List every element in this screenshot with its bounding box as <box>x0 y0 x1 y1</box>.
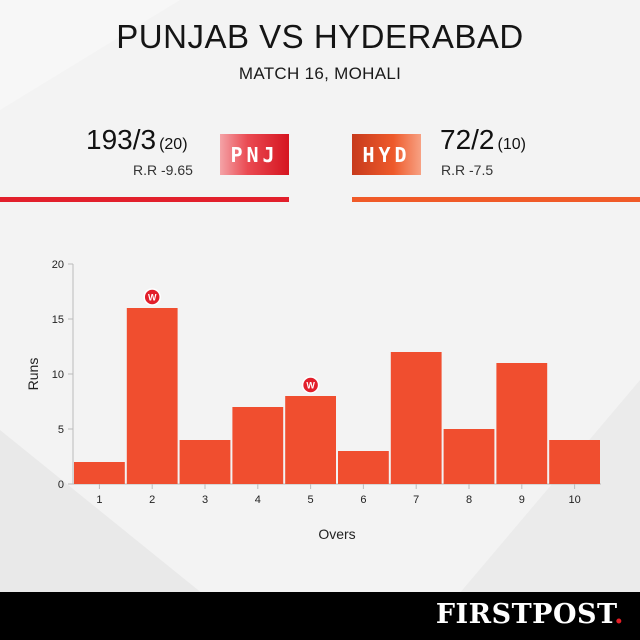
wicket-marker-label: W <box>306 381 315 391</box>
team1-runs: 193/3 <box>86 124 157 155</box>
logo-dot: . <box>614 599 624 630</box>
bar <box>443 429 495 484</box>
y-tick-label: 5 <box>58 424 64 436</box>
x-tick-label: 2 <box>149 494 155 506</box>
x-axis-label: Overs <box>318 526 355 542</box>
x-tick-label: 8 <box>466 494 472 506</box>
team2-badge: HYD <box>352 134 421 175</box>
x-tick-label: 6 <box>360 494 366 506</box>
bar <box>232 407 284 484</box>
team1-underline <box>0 197 289 202</box>
x-tick-label: 10 <box>568 494 580 506</box>
firstpost-logo: FIRSTPOST. <box>436 599 624 630</box>
team1-score: 193/3 (20) <box>86 124 188 156</box>
x-tick-label: 4 <box>255 494 261 506</box>
team2-run-rate: R.R -7.5 <box>441 162 494 178</box>
x-tick-label: 5 <box>308 494 314 506</box>
x-tick-label: 3 <box>202 494 208 506</box>
y-tick-label: 15 <box>52 314 64 326</box>
team2-overs: (10) <box>497 136 526 153</box>
x-tick-label: 9 <box>519 494 525 506</box>
y-tick-label: 10 <box>52 369 64 381</box>
x-tick-label: 7 <box>413 494 419 506</box>
team1-run-rate: R.R -9.65 <box>133 162 193 178</box>
bar <box>549 440 600 484</box>
footer-bar: FIRSTPOST. <box>0 592 640 640</box>
runs-per-over-chart: 0 5 10 15 20 Runs 1 2 W 3 4 5 W 6 7 8 9 10 Overs <box>25 259 601 542</box>
bar <box>496 363 548 484</box>
wicket-marker <box>143 288 161 306</box>
team1-overs: (20) <box>159 136 188 153</box>
wicket-marker <box>301 376 320 394</box>
wicket-marker-label: W <box>148 293 157 303</box>
logo-text: FIRSTPOST <box>435 599 615 630</box>
bar <box>179 440 231 484</box>
bar <box>390 352 442 484</box>
x-tick-label: 1 <box>96 494 102 506</box>
bar <box>126 308 178 484</box>
y-tick-label: 0 <box>58 479 64 491</box>
y-axis-label: Runs <box>25 358 41 391</box>
team2-score: 72/2 (10) <box>440 124 526 156</box>
match-subtitle: MATCH 16, MOHALI <box>238 64 402 83</box>
page-title: PUNJAB VS HYDERABAD <box>116 18 524 55</box>
team2-underline <box>352 197 640 202</box>
bar <box>338 451 389 484</box>
team1-badge: PNJ <box>220 134 289 175</box>
bar <box>74 462 125 484</box>
bar <box>285 396 336 484</box>
y-tick-label: 20 <box>52 259 64 271</box>
team2-runs: 72/2 <box>440 124 495 155</box>
